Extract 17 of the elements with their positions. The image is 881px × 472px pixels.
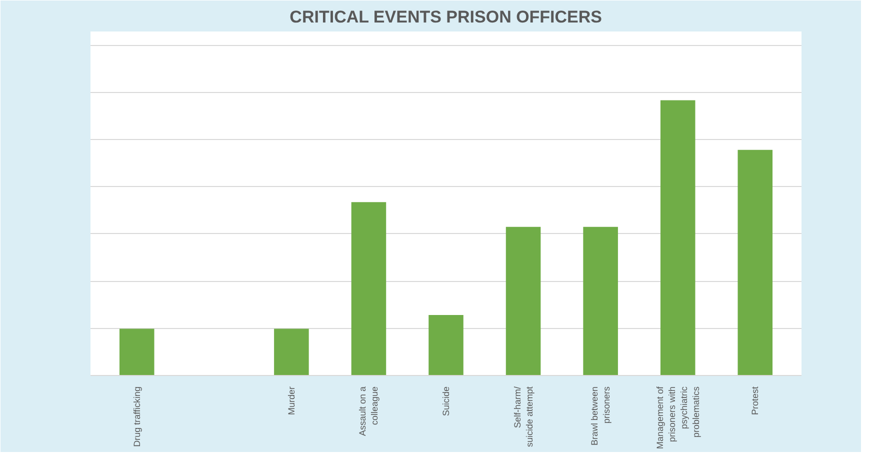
bar: [351, 202, 386, 376]
x-tick-label: Drug trafficking: [132, 386, 142, 447]
bar: [428, 314, 464, 376]
bar: [119, 328, 154, 376]
bar: [660, 100, 696, 376]
x-tick-label: Suicide: [441, 386, 451, 416]
bar: [738, 150, 773, 376]
bar: [583, 226, 618, 376]
bar: [274, 328, 309, 376]
x-tick-label: Assault on a colleague: [358, 386, 380, 436]
x-tick-label: Self-harm/ suicide attempt: [512, 386, 534, 448]
x-tick-label: Murder: [286, 386, 296, 416]
x-tick-label: Protest: [750, 386, 760, 416]
chart-title: CRITICAL EVENTS PRISON OFFICERS: [290, 8, 602, 26]
x-tick-label: Brawl between prisoners: [590, 386, 612, 446]
x-tick-label: Management of prisoners with psychiatric problematics: [654, 386, 701, 450]
bar: [506, 226, 541, 376]
